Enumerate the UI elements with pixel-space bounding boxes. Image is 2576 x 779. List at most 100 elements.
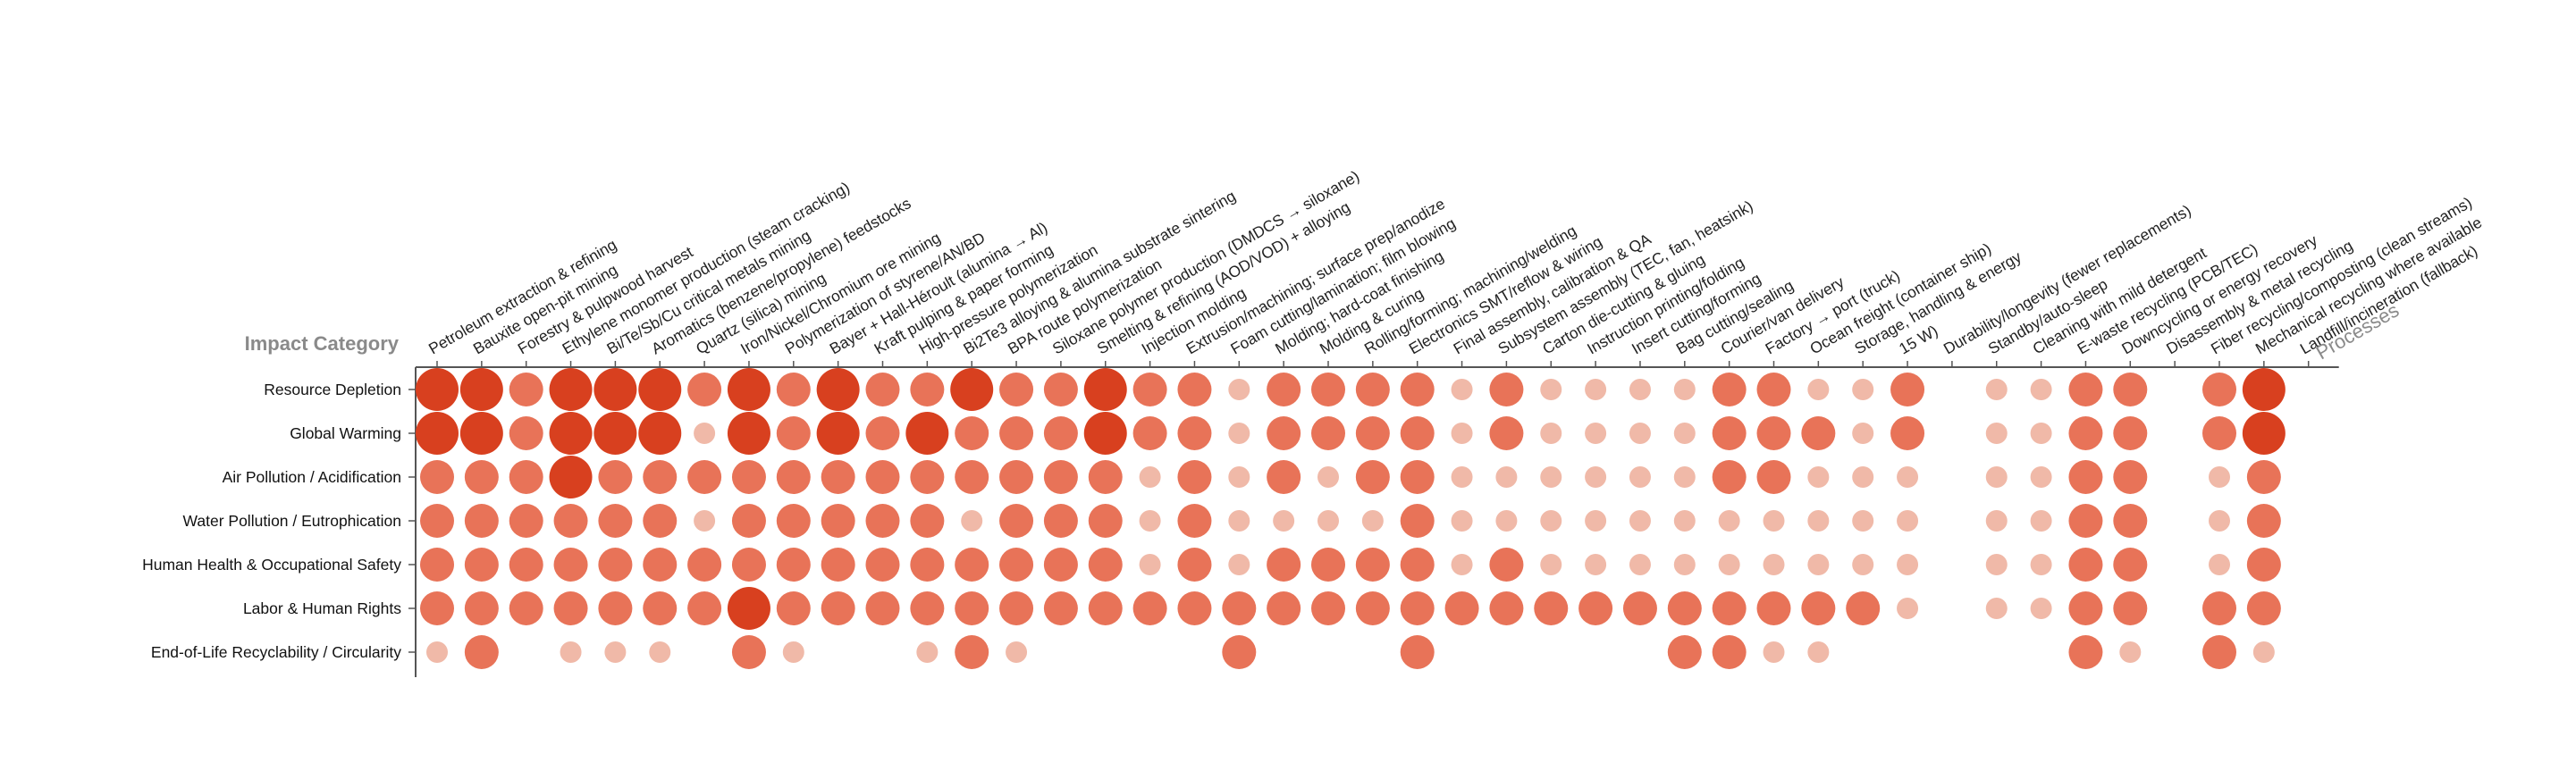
bubble (464, 591, 499, 625)
bubble (1489, 373, 1524, 406)
bubble (2246, 548, 2281, 582)
bubble (549, 368, 593, 411)
bubble (1267, 416, 1301, 450)
bubble (1540, 466, 1562, 488)
bubble (731, 504, 766, 538)
bubble (1311, 373, 1345, 406)
bubble (1228, 466, 1250, 488)
bubble (782, 641, 804, 663)
bubble (420, 548, 454, 582)
bubble (1852, 466, 1874, 488)
bubble (1489, 591, 1524, 625)
bubble (1088, 504, 1123, 538)
bubble (1228, 510, 1250, 532)
bubble (727, 587, 770, 630)
bubble (1400, 591, 1435, 625)
bubble (955, 591, 989, 625)
bubble (1451, 379, 1473, 400)
bubble (694, 423, 716, 444)
bubble (1043, 416, 1078, 450)
bubble (643, 591, 678, 625)
bubble (1578, 591, 1613, 625)
bubble (955, 548, 989, 582)
bubble (776, 548, 811, 582)
bubble (910, 460, 945, 494)
bubble (420, 504, 454, 538)
bubble (2030, 379, 2052, 400)
bubble (2068, 504, 2103, 538)
bubble (638, 368, 682, 411)
bubble (955, 416, 989, 450)
bubble (598, 591, 633, 625)
bubble (1043, 460, 1078, 494)
bubble (1585, 423, 1607, 444)
bubble (687, 460, 722, 494)
bubble (509, 504, 543, 538)
bubble (1712, 416, 1747, 450)
bubble (687, 548, 722, 582)
bubble (1222, 635, 1257, 669)
bubble (1177, 591, 1212, 625)
bubble (1852, 510, 1874, 532)
bubble (776, 591, 811, 625)
bubble (459, 412, 503, 455)
bubble (593, 412, 637, 455)
bubble (1985, 379, 2008, 400)
category-label: End-of-Life Recyclability / Circularity (151, 643, 401, 661)
bubble (1673, 510, 1696, 532)
bubble (687, 373, 722, 406)
bubble (509, 460, 543, 494)
bubble (2202, 373, 2236, 406)
bubble (905, 412, 949, 455)
bubble (910, 504, 945, 538)
bubble (1400, 635, 1435, 669)
bubble (1132, 591, 1167, 625)
bubble (560, 641, 582, 663)
bubble (1673, 423, 1696, 444)
bubble (999, 460, 1034, 494)
bubble (1673, 466, 1696, 488)
bubble (1088, 591, 1123, 625)
bubble (694, 510, 716, 532)
bubble (731, 460, 766, 494)
bubble (1763, 554, 1785, 575)
bubble (649, 641, 671, 663)
bubble (999, 591, 1034, 625)
bubble (865, 591, 900, 625)
bubble (1355, 591, 1390, 625)
bubble (1622, 591, 1657, 625)
category-label: Human Health & Occupational Safety (142, 556, 401, 574)
bubble (2030, 510, 2052, 532)
bubble (1807, 379, 1830, 400)
bubble (1756, 373, 1791, 406)
bubble (2242, 412, 2286, 455)
bubble (598, 504, 633, 538)
bubble (910, 548, 945, 582)
bubble (1897, 466, 1919, 488)
bubble (1400, 548, 1435, 582)
category-label: Water Pollution / Eutrophication (183, 512, 401, 530)
bubble (1006, 641, 1028, 663)
bubble (2202, 635, 2236, 669)
bubble (687, 591, 722, 625)
bubble (1629, 423, 1651, 444)
bubble (2068, 635, 2103, 669)
bubble (776, 416, 811, 450)
bubble (2113, 416, 2148, 450)
bubble (638, 412, 682, 455)
bubble (1088, 460, 1123, 494)
bubble (2113, 373, 2148, 406)
bubble (1673, 379, 1696, 400)
bubble (2113, 460, 2148, 494)
bubble (1852, 379, 1874, 400)
bubble (731, 635, 766, 669)
bubble (1801, 416, 1836, 450)
bubble (1712, 460, 1747, 494)
bubble (1667, 635, 1702, 669)
bubble (816, 412, 860, 455)
bubble (2202, 591, 2236, 625)
bubble (865, 460, 900, 494)
bubbles (416, 368, 2286, 669)
bubble (464, 548, 499, 582)
